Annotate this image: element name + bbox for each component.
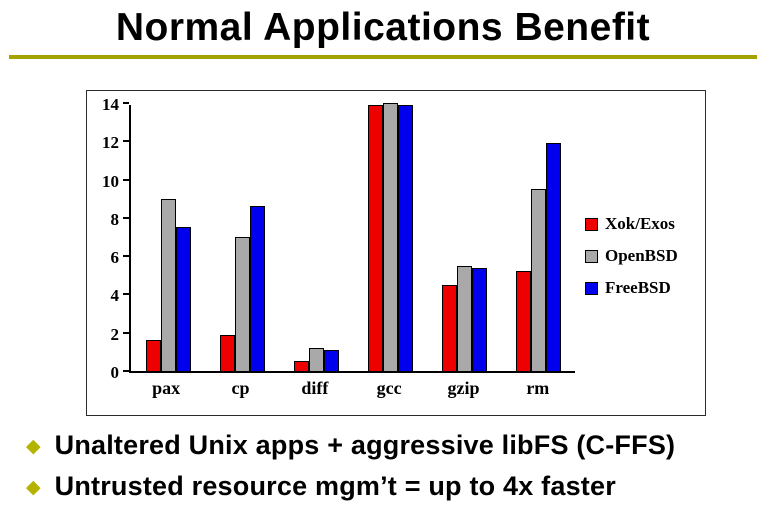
legend-entry-freebsd: FreeBSD bbox=[585, 278, 699, 298]
diamond-bullet-icon: ◆ bbox=[26, 477, 41, 498]
bar-xok-exos-gcc bbox=[367, 104, 383, 371]
bar-freebsd-gcc bbox=[397, 104, 413, 371]
y-tick-label-0: 0 bbox=[110, 363, 120, 382]
legend-label: Xok/Exos bbox=[605, 214, 675, 233]
y-tick-mark bbox=[123, 216, 129, 219]
bar-openbsd-gcc bbox=[382, 103, 398, 371]
bar-freebsd-gzip bbox=[471, 267, 487, 371]
x-tick-label-rm: rm bbox=[526, 378, 550, 398]
bar-freebsd-diff bbox=[323, 349, 339, 371]
bar-xok-exos-pax bbox=[145, 340, 161, 371]
bar-freebsd-rm bbox=[545, 143, 561, 371]
y-tick-mark bbox=[123, 293, 129, 296]
y-tick-mark bbox=[123, 178, 129, 181]
x-tick-label-pax: pax bbox=[152, 378, 181, 398]
bar-openbsd-rm bbox=[530, 189, 546, 371]
y-tick-label-12: 12 bbox=[102, 133, 119, 153]
bar-freebsd-cp bbox=[249, 206, 265, 371]
bar-group-pax bbox=[131, 105, 205, 371]
y-tick-mark bbox=[123, 102, 129, 104]
bar-openbsd-cp bbox=[234, 237, 250, 371]
y-tick-label-14: 14 bbox=[102, 95, 119, 114]
y-tick-mark bbox=[123, 331, 129, 334]
diamond-bullet-icon: ◆ bbox=[26, 436, 41, 457]
legend: Xok/Exos OpenBSD FreeBSD bbox=[575, 105, 699, 407]
bar-group-gzip bbox=[427, 105, 501, 371]
legend-swatch-icon bbox=[585, 249, 598, 263]
legend-label: FreeBSD bbox=[605, 278, 671, 297]
bar-xok-exos-gzip bbox=[441, 284, 457, 371]
bar-group-diff bbox=[279, 105, 353, 371]
chart-plot-region: 0 2 4 6 8 10 12 14 pax cp diff gcc gzip rm bbox=[93, 96, 575, 407]
bar-xok-exos-rm bbox=[515, 271, 531, 371]
y-tick-mark bbox=[123, 255, 129, 258]
chart: 0 2 4 6 8 10 12 14 pax cp diff gcc gzip rm Xok/Exos O… bbox=[86, 90, 706, 416]
bar-xok-exos-cp bbox=[219, 334, 235, 371]
y-tick-label-6: 6 bbox=[110, 248, 120, 268]
bar-openbsd-pax bbox=[160, 198, 176, 371]
bar-openbsd-diff bbox=[308, 348, 324, 371]
bar-freebsd-pax bbox=[175, 227, 191, 371]
bullet-text: Untrusted resource mgm’t = up to 4x fast… bbox=[54, 471, 616, 501]
bullet-item-1: ◆ Unaltered Unix apps + aggressive libFS… bbox=[26, 430, 756, 461]
legend-entry-xok-exos: Xok/Exos bbox=[585, 214, 699, 234]
bullet-list: ◆ Unaltered Unix apps + aggressive libFS… bbox=[26, 430, 756, 512]
bar-group-rm bbox=[501, 105, 575, 371]
title-underline bbox=[9, 55, 757, 59]
y-axis-labels: 0 2 4 6 8 10 12 14 bbox=[93, 96, 129, 382]
y-tick-label-8: 8 bbox=[110, 209, 120, 229]
legend-swatch-icon bbox=[585, 281, 598, 295]
y-tick-label-10: 10 bbox=[102, 171, 119, 191]
bullet-text: Unaltered Unix apps + aggressive libFS (… bbox=[54, 430, 676, 460]
x-tick-label-cp: cp bbox=[231, 378, 250, 398]
y-tick-mark bbox=[123, 140, 129, 143]
bar-group-cp bbox=[205, 105, 279, 371]
x-tick-label-gcc: gcc bbox=[376, 378, 402, 398]
x-tick-label-gzip: gzip bbox=[447, 378, 480, 398]
x-tick-label-diff: diff bbox=[301, 378, 329, 398]
x-axis-labels: pax cp diff gcc gzip rm bbox=[129, 373, 575, 399]
y-tick-mark bbox=[123, 370, 129, 372]
legend-label: OpenBSD bbox=[605, 246, 678, 265]
y-tick-label-2: 2 bbox=[110, 324, 120, 344]
slide-title: Normal Applications Benefit bbox=[115, 6, 651, 49]
plot-area bbox=[123, 102, 575, 373]
bar-openbsd-gzip bbox=[456, 265, 472, 371]
legend-swatch-icon bbox=[585, 217, 598, 231]
legend-entry-openbsd: OpenBSD bbox=[585, 246, 699, 266]
bar-xok-exos-diff bbox=[293, 361, 309, 371]
y-tick-label-4: 4 bbox=[110, 286, 120, 306]
bullet-item-2: ◆ Untrusted resource mgm’t = up to 4x fa… bbox=[26, 471, 756, 502]
bar-group-gcc bbox=[353, 103, 427, 371]
